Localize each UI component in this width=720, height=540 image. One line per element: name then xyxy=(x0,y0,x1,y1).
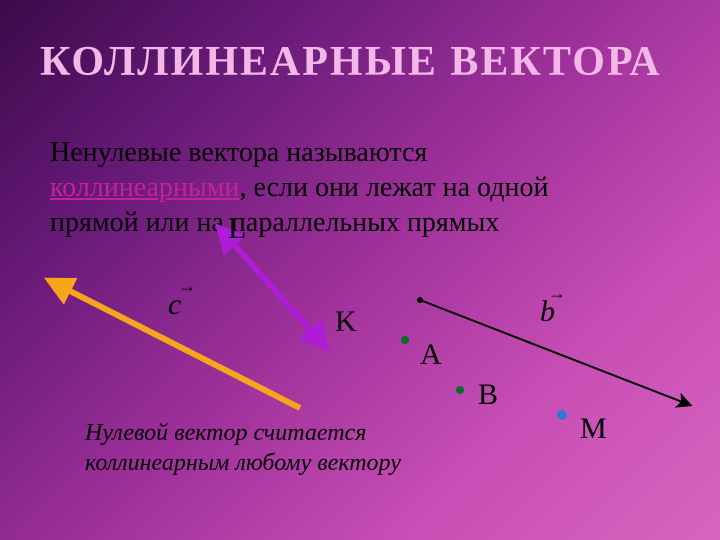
diagram-svg xyxy=(0,0,720,540)
vector-b-startdot xyxy=(417,297,423,303)
point-m-dot xyxy=(557,410,567,420)
vector-c xyxy=(64,288,300,408)
label-k: K xyxy=(335,305,357,339)
label-m: M xyxy=(580,412,607,446)
point-a-dot xyxy=(401,336,409,344)
arrow-over-b: → xyxy=(548,283,566,304)
label-a: A xyxy=(420,338,442,372)
arrow-over-c: → xyxy=(178,276,196,297)
point-b-dot xyxy=(456,386,464,394)
label-l: L xyxy=(228,212,246,246)
vector-lk xyxy=(230,240,315,335)
label-bpoint: B xyxy=(478,378,498,412)
